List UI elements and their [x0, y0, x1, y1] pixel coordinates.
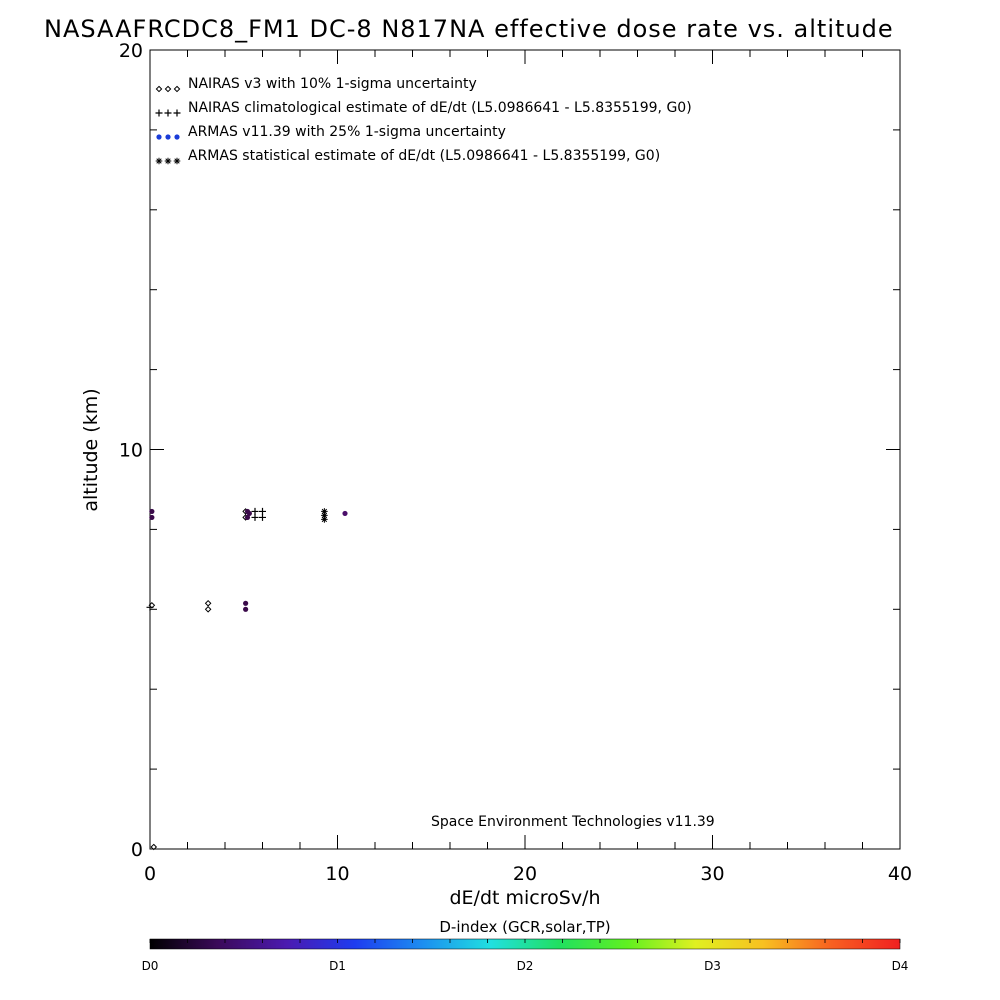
data-point	[246, 510, 252, 517]
plot-frame	[149, 49, 901, 850]
data-point	[244, 514, 251, 521]
data-point	[243, 600, 249, 606]
data-point	[321, 516, 328, 523]
data-point	[149, 514, 155, 521]
colorbar-label: D1	[329, 959, 346, 973]
data-point	[321, 512, 328, 519]
data-points	[146, 507, 348, 851]
colorbar-label: D4	[892, 959, 909, 973]
legend-marker	[174, 134, 180, 140]
data-point	[146, 603, 154, 611]
y-tick-label: 20	[119, 40, 143, 62]
data-point	[259, 513, 266, 521]
y-axis-label: altitude (km)	[80, 388, 102, 511]
y-tick-label: 0	[131, 839, 143, 861]
legend-marker	[156, 134, 162, 140]
colorbar-label: D0	[142, 959, 159, 973]
legend-entry: NAIRAS v3 with 10% 1-sigma uncertainty	[188, 76, 477, 92]
data-point	[259, 507, 266, 515]
legend-marker	[164, 85, 172, 93]
colorbar-title: D-index (GCR,solar,TP)	[439, 918, 610, 936]
legend-entry: NAIRAS climatological estimate of dE/dt …	[188, 100, 692, 116]
colorbar-ticks: D0 D1 D2 D3 D4	[142, 939, 909, 973]
data-point	[150, 843, 158, 851]
colorbar-label: D3	[704, 959, 721, 973]
chart-title: NASAAFRCDC8_FM1 DC-8 N817NA effective do…	[44, 15, 894, 43]
x-tick-label: 10	[325, 863, 349, 885]
legend-marker	[164, 109, 172, 117]
legend-marker	[155, 157, 163, 165]
legend-entry: ARMAS v11.39 with 25% 1-sigma uncertaint…	[188, 124, 506, 140]
legend-entry: ARMAS statistical estimate of dE/dt (L5.…	[188, 148, 660, 164]
axis-ticks	[149, 49, 901, 850]
x-tick-label: 40	[888, 863, 912, 885]
data-point	[204, 600, 212, 607]
credit-text: Space Environment Technologies v11.39	[431, 814, 715, 830]
legend-marker	[155, 109, 163, 117]
legend-marker	[164, 157, 172, 165]
data-point	[204, 605, 212, 613]
legend-marker	[173, 109, 181, 117]
x-tick-label: 20	[513, 863, 537, 885]
legend-marker	[173, 157, 181, 165]
legend-marker	[155, 85, 163, 93]
data-point	[321, 508, 328, 515]
tick-labels: 0 10 20 30 40 0 10 20	[119, 40, 912, 885]
legend-marker	[173, 85, 181, 93]
colorbar-label: D2	[517, 959, 534, 973]
data-point	[251, 513, 259, 521]
legend-marker	[165, 134, 171, 140]
x-axis-label: dE/dt microSv/h	[449, 887, 600, 909]
x-tick-label: 0	[144, 863, 156, 885]
y-tick-label: 10	[119, 440, 143, 462]
data-point	[149, 508, 155, 515]
x-tick-label: 30	[700, 863, 724, 885]
data-point	[243, 606, 249, 612]
legend: NAIRAS v3 with 10% 1-sigma uncertainty NA…	[155, 76, 692, 165]
data-point	[342, 510, 348, 517]
data-point	[251, 507, 259, 515]
